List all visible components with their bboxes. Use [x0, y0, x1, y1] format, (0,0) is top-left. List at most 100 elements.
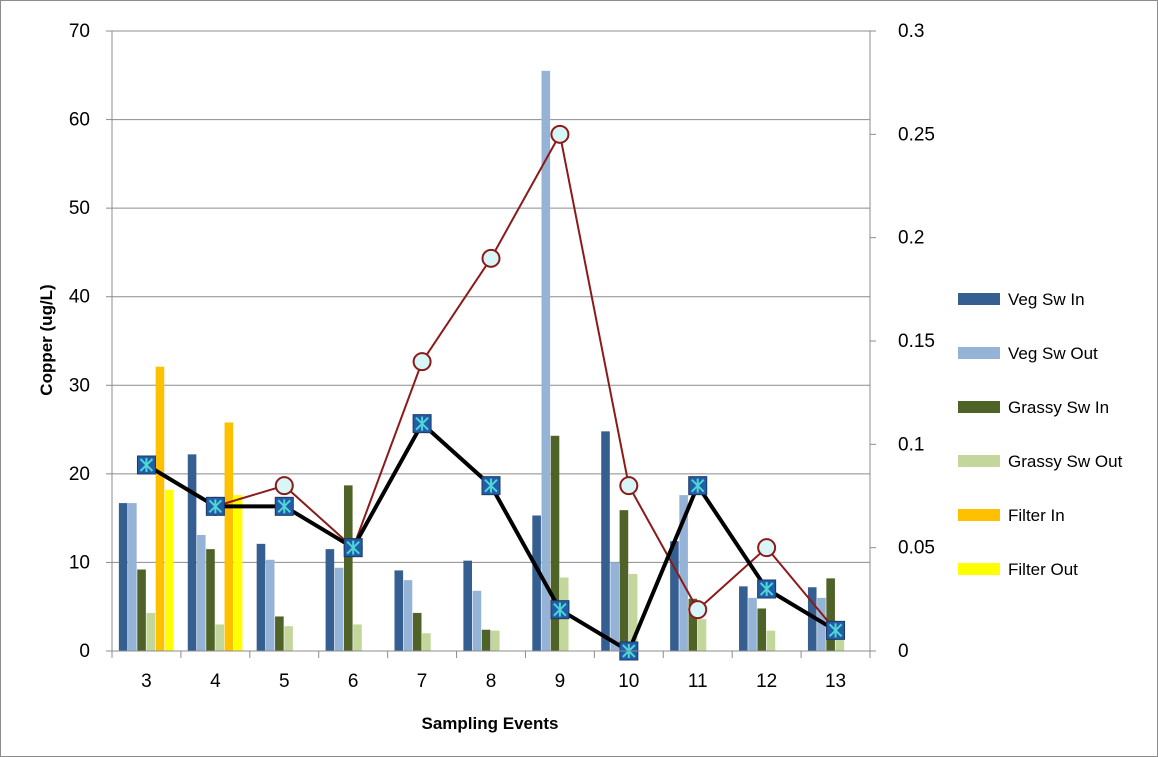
bar — [224, 422, 234, 651]
legend-label: Filter Out — [1008, 560, 1078, 579]
x-tick-label: 13 — [825, 671, 846, 692]
bar — [619, 510, 629, 651]
y2-tick-label: 0.15 — [898, 331, 935, 352]
bar — [284, 626, 293, 651]
legend-label: Veg Sw Out — [1008, 344, 1098, 363]
x-tick-label: 7 — [417, 671, 428, 692]
bar — [196, 534, 206, 651]
bar — [601, 431, 610, 651]
x-marker — [139, 458, 154, 472]
legend-swatch — [958, 455, 1000, 467]
series-line — [145, 133, 837, 631]
bar — [343, 485, 353, 651]
bar — [757, 608, 767, 651]
legend-swatch — [958, 347, 1000, 359]
bar — [481, 629, 491, 651]
series-line — [145, 421, 837, 653]
bar — [739, 586, 748, 651]
bar — [275, 616, 284, 651]
bar — [394, 570, 404, 651]
x-axis-ticks: 3 4 5 6 7 8 9 10 11 12 13 — [111, 651, 871, 692]
x-marker — [759, 582, 774, 596]
legend-label: Grassy Sw Out — [1008, 452, 1123, 471]
y-tick-label: 10 — [69, 552, 90, 573]
bar — [541, 70, 551, 652]
circle-marker — [757, 538, 777, 558]
circle-marker — [619, 476, 639, 496]
x-marker — [415, 416, 429, 431]
bar — [265, 559, 275, 651]
x-marker — [484, 478, 498, 493]
bar — [187, 454, 197, 651]
x-tick-label: 11 — [688, 671, 708, 692]
bar — [610, 562, 620, 651]
circle-marker — [550, 124, 570, 144]
x-marker — [553, 602, 567, 617]
bar — [325, 549, 335, 651]
y-tick-label: 0 — [79, 641, 90, 662]
circle-marker — [274, 476, 294, 496]
circle-marker — [688, 600, 708, 620]
bar — [403, 580, 413, 651]
bar — [628, 573, 638, 651]
x-marker — [828, 623, 843, 638]
y2-tick-label: 0.25 — [898, 124, 935, 145]
x-marker — [346, 540, 360, 555]
bar — [688, 598, 698, 651]
right-axis-ticks: 0 0.05 0.1 0.15 0.2 0.25 0.3 — [870, 21, 935, 662]
x-tick-label: 10 — [618, 671, 639, 692]
circle-marker — [481, 248, 501, 268]
bar — [353, 624, 362, 651]
bar — [137, 569, 146, 651]
bar — [256, 543, 266, 651]
y-axis-title: Copper (ug/L) — [37, 284, 56, 395]
left-axis-ticks: 0 10 20 30 40 50 60 70 — [69, 21, 112, 662]
bar — [817, 597, 826, 651]
bar — [550, 435, 560, 651]
line-series — [136, 124, 846, 661]
bar — [532, 515, 541, 651]
y2-tick-label: 0.2 — [898, 228, 924, 249]
legend-swatch — [958, 401, 1000, 413]
x-tick-label: 12 — [756, 671, 777, 692]
bar — [118, 503, 128, 651]
bar — [670, 541, 679, 651]
legend-swatch — [958, 509, 1000, 521]
legend-label: Grassy Sw In — [1008, 398, 1109, 417]
bar — [491, 630, 500, 651]
bar — [748, 597, 757, 651]
y-tick-label: 30 — [69, 375, 90, 396]
y2-tick-label: 0.1 — [898, 434, 924, 455]
bar — [146, 612, 156, 651]
legend-swatch — [958, 563, 1000, 575]
bar — [334, 567, 344, 651]
legend-label: Filter In — [1008, 506, 1065, 525]
bar — [422, 633, 431, 651]
legend: Veg Sw In Veg Sw Out Grassy Sw In Grassy Sw… — [958, 290, 1123, 579]
bar — [835, 630, 845, 651]
bar — [679, 495, 688, 651]
y2-tick-label: 0.3 — [898, 21, 924, 42]
bar — [463, 560, 472, 651]
legend-swatch — [958, 293, 1000, 305]
bar — [206, 549, 215, 651]
bar — [412, 612, 422, 651]
x-axis-title: Sampling Events — [422, 714, 559, 733]
circle-marker — [412, 352, 432, 372]
bar — [472, 590, 482, 651]
x-tick-label: 3 — [141, 671, 152, 692]
bar-series — [118, 70, 845, 652]
bar — [164, 489, 174, 651]
x-tick-label: 5 — [279, 671, 290, 692]
bar — [128, 503, 137, 651]
legend-label: Veg Sw In — [1008, 290, 1085, 309]
bar — [215, 624, 224, 651]
bar — [233, 495, 243, 651]
x-tick-label: 6 — [348, 671, 359, 692]
y2-tick-label: 0 — [898, 641, 909, 662]
x-tick-label: 8 — [486, 671, 497, 692]
x-tick-label: 4 — [210, 671, 221, 692]
y-tick-label: 60 — [69, 110, 90, 131]
bar — [766, 630, 776, 651]
